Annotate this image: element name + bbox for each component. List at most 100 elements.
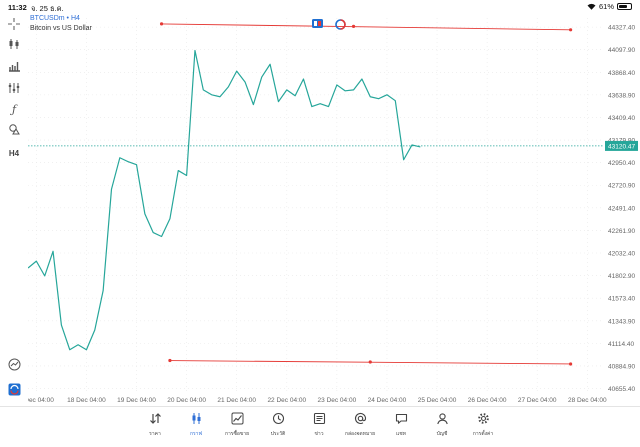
price-tick-label: 43868.40 [608, 70, 635, 77]
price-tick-label: 44327.40 [608, 25, 635, 32]
nav-item[interactable]: กล่องจดหมาย [340, 410, 380, 444]
chart-type-button[interactable] [5, 36, 23, 52]
at-icon [354, 412, 366, 424]
oneclick-icon [8, 383, 20, 395]
symbol-title: BTCUSDm • H4 [30, 15, 80, 22]
battery-fill [619, 5, 627, 8]
price-tick-label: 42720.90 [608, 183, 635, 190]
nav-label: กราฟ [189, 431, 203, 437]
trendline-handle[interactable] [368, 360, 372, 364]
symbol-info: BTCUSDm • H4 Bitcoin vs US Dollar [30, 14, 92, 34]
nav-label: ราคา [149, 431, 161, 437]
left-toolbar: ƒ H4 [0, 14, 28, 406]
crosshair-tool-button[interactable] [5, 16, 23, 32]
time-tick-label: 7 Dec 04:00 [28, 397, 54, 404]
indicators-button[interactable] [5, 58, 23, 74]
current-price-label: 43120.47 [608, 143, 635, 150]
nav-label: ประวัติ [270, 431, 286, 437]
trendline[interactable] [161, 23, 571, 31]
history-icon [272, 412, 284, 425]
price-tick-label: 41802.90 [608, 273, 635, 280]
status-bar: 11:32 จ. 25 ธ.ค. 61% [0, 0, 640, 14]
symbol-description: Bitcoin vs US Dollar [30, 25, 92, 32]
nav-item[interactable]: การตั้งค่า [463, 410, 503, 444]
status-time: 11:32 [8, 3, 27, 12]
shapes-icon [9, 124, 20, 135]
price-tick-label: 41343.90 [608, 318, 635, 325]
price-tick-label: 43638.90 [608, 92, 635, 99]
candlestick-icon [192, 413, 200, 424]
function-icon: ƒ [11, 102, 17, 116]
nav-item[interactable]: ประวัติ [258, 410, 298, 444]
price-tick-label: 43409.40 [608, 115, 635, 122]
nav-item[interactable]: กราฟ [176, 410, 216, 444]
trendline-handle[interactable] [168, 358, 172, 363]
nav-label: การซื้อขาย [224, 431, 250, 437]
chart-zoom-button[interactable] [5, 356, 23, 372]
buy-sell-toggle[interactable] [312, 19, 346, 30]
trendline-handle[interactable] [159, 22, 164, 26]
time-tick-label: 27 Dec 04:00 [518, 397, 557, 404]
quick-trade-icon[interactable] [335, 19, 346, 30]
chart-area[interactable]: 44327.40 44097.90 43868.40 43638.90 43409.40… [28, 14, 640, 406]
shapes-tool-button[interactable] [5, 121, 23, 137]
nav-label: บัญชี [436, 431, 448, 437]
indicator-bars-icon [9, 62, 20, 72]
nav-label: ข่าว [314, 431, 324, 437]
battery-percent: 61% [598, 2, 614, 11]
bottom-nav: ราคา กราฟ การซื้อขาย ประวัติ ข่าว กล่องจดหมาย… [0, 406, 640, 447]
price-chart[interactable]: 44327.40 44097.90 43868.40 43638.90 43409.40… [28, 14, 640, 406]
status-right: 61% [587, 2, 632, 11]
trendline-handle[interactable] [351, 24, 356, 28]
price-tick-label: 42950.40 [608, 160, 635, 167]
nav-label: การตั้งค่า [472, 431, 494, 437]
price-tick-label: 44097.90 [608, 47, 635, 54]
crosshair-icon [8, 18, 20, 30]
time-tick-label: 21 Dec 04:00 [217, 397, 256, 404]
trendlines[interactable] [159, 22, 573, 366]
time-tick-label: 26 Dec 04:00 [468, 397, 507, 404]
current-price: 43120.47 [28, 140, 638, 151]
time-tick-label: 28 Dec 04:00 [568, 397, 607, 404]
nav-item[interactable]: ราคา [135, 410, 175, 444]
battery-icon [617, 3, 632, 10]
current-price-tag [605, 140, 638, 151]
time-axis[interactable]: 7 Dec 04:00 18 Dec 04:00 19 Dec 04:00 20 De… [28, 397, 607, 404]
price-axis[interactable]: 44327.40 44097.90 43868.40 43638.90 43409.40… [608, 25, 635, 393]
sliders-icon [8, 83, 20, 93]
status-date: จ. 25 ธ.ค. [31, 4, 64, 13]
price-tick-label: 41114.40 [608, 341, 635, 348]
price-line [28, 49, 421, 351]
trendline-handle[interactable] [569, 28, 573, 32]
account-icon [436, 413, 448, 425]
function-tool-button[interactable]: ƒ [5, 101, 23, 117]
price-tick-label: 40655.40 [608, 386, 635, 393]
wifi-icon [587, 3, 596, 10]
trendline-handle[interactable] [569, 362, 573, 366]
adjust-button[interactable] [5, 80, 23, 96]
price-tick-label: 42032.40 [608, 251, 635, 258]
nav-item[interactable]: บัญชี [422, 410, 462, 444]
time-tick-label: 24 Dec 04:00 [368, 397, 407, 404]
nav-item[interactable]: ข่าว [299, 410, 339, 444]
nav-label: กล่องจดหมาย [344, 431, 376, 437]
time-tick-label: 20 Dec 04:00 [167, 397, 206, 404]
time-tick-label: 22 Dec 04:00 [267, 397, 306, 404]
nav-item[interactable]: การซื้อขาย [217, 410, 257, 444]
time-tick-label: 25 Dec 04:00 [418, 397, 457, 404]
price-tick-label: 41573.40 [608, 296, 635, 303]
timeframe-button[interactable]: H4 [8, 148, 20, 158]
price-series [28, 49, 421, 351]
gear-icon [477, 413, 489, 424]
time-tick-label: 19 Dec 04:00 [117, 397, 156, 404]
chat-icon [395, 413, 407, 424]
candles-icon [9, 39, 19, 49]
nav-item[interactable]: แชท [381, 410, 421, 444]
price-tick-label: 42491.40 [608, 205, 635, 212]
time-tick-label: 18 Dec 04:00 [67, 397, 106, 404]
oneclick-trading-button[interactable] [5, 381, 23, 397]
sort-arrows-icon [149, 413, 161, 424]
chart-grid [28, 18, 604, 394]
trade-panel-icon[interactable] [312, 19, 323, 28]
nav-label: แชท [396, 431, 406, 437]
